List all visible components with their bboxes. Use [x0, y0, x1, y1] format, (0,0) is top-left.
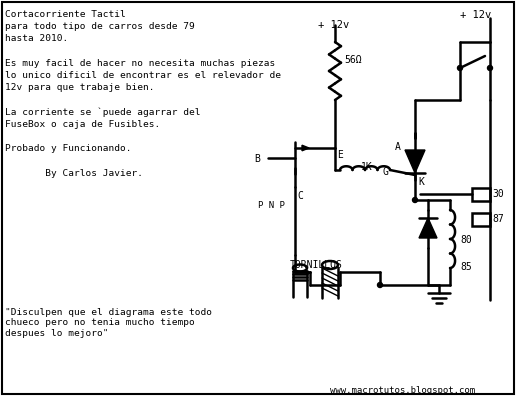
- Polygon shape: [405, 150, 425, 173]
- Text: + 12v: + 12v: [460, 10, 491, 20]
- Text: 85: 85: [460, 262, 472, 272]
- Text: La corriente se `puede agarrar del: La corriente se `puede agarrar del: [5, 108, 201, 117]
- Text: 87: 87: [492, 214, 504, 224]
- Text: 30: 30: [492, 189, 504, 199]
- Polygon shape: [419, 218, 437, 238]
- Text: Es muy facil de hacer no necesita muchas piezas: Es muy facil de hacer no necesita muchas…: [5, 59, 275, 68]
- Bar: [472, 188, 490, 201]
- Circle shape: [458, 65, 462, 70]
- Text: 12v para que trabaje bien.: 12v para que trabaje bien.: [5, 83, 154, 92]
- Circle shape: [488, 65, 492, 70]
- Text: C: C: [297, 191, 303, 201]
- Text: K: K: [418, 177, 424, 187]
- Circle shape: [378, 282, 382, 287]
- Text: "Disculpen que el diagrama este todo
chueco pero no tenia mucho tiempo
despues l: "Disculpen que el diagrama este todo chu…: [5, 308, 212, 338]
- Text: E: E: [337, 150, 343, 160]
- Text: B: B: [254, 154, 260, 164]
- Text: By Carlos Javier.: By Carlos Javier.: [5, 169, 143, 177]
- Text: G: G: [382, 167, 388, 177]
- Text: lo unico dificil de encontrar es el relevador de: lo unico dificil de encontrar es el rele…: [5, 71, 281, 80]
- Text: + 12v: + 12v: [318, 20, 349, 30]
- Text: para todo tipo de carros desde 79: para todo tipo de carros desde 79: [5, 22, 195, 31]
- Bar: [472, 213, 490, 226]
- Text: 56Ω: 56Ω: [344, 55, 362, 65]
- Text: A: A: [395, 142, 401, 152]
- Text: 80: 80: [460, 235, 472, 245]
- Text: P N P: P N P: [258, 201, 285, 210]
- Text: 1K: 1K: [361, 162, 373, 172]
- Text: hasta 2010.: hasta 2010.: [5, 34, 68, 44]
- Text: Probado y Funcionando.: Probado y Funcionando.: [5, 144, 132, 153]
- Circle shape: [412, 198, 417, 202]
- Text: FuseBox o caja de Fusibles.: FuseBox o caja de Fusibles.: [5, 120, 160, 129]
- Text: Cortacorriente Tactil: Cortacorriente Tactil: [5, 10, 126, 19]
- Text: TORNILLOS: TORNILLOS: [290, 260, 343, 270]
- Polygon shape: [302, 145, 309, 151]
- Text: www.macrotutos.blogspot.com: www.macrotutos.blogspot.com: [330, 386, 475, 395]
